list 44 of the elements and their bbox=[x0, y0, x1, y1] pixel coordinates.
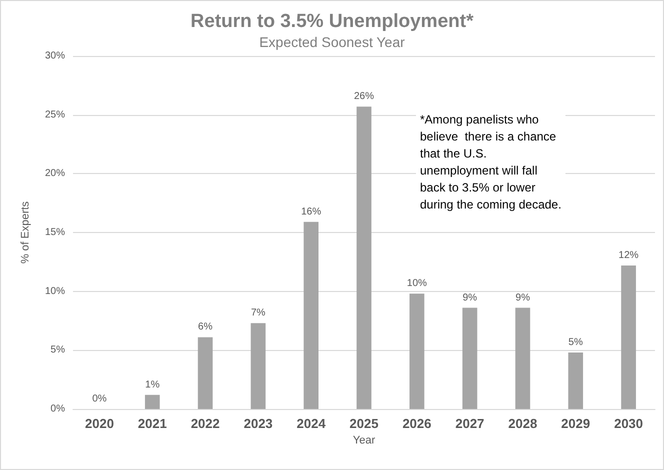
x-tick-label: 2028 bbox=[508, 416, 538, 431]
data-label: 9% bbox=[462, 292, 478, 304]
y-tick-label: 5% bbox=[50, 344, 66, 356]
data-label: 16% bbox=[301, 206, 322, 218]
y-tick-label: 15% bbox=[44, 227, 66, 238]
y-tick-label: 30% bbox=[44, 50, 66, 62]
bar bbox=[144, 394, 160, 409]
bar bbox=[515, 308, 530, 409]
data-label: 1% bbox=[145, 379, 160, 390]
x-tick-label: 2026 bbox=[402, 416, 432, 431]
bar bbox=[198, 337, 213, 409]
annotation: *Among panelists who believe there is a chance that the U.S. unemployment will fall back to 3.5% or lower during the coming decade. bbox=[420, 112, 562, 212]
y-tick-label: 0% bbox=[50, 404, 66, 414]
data-label: 0% bbox=[92, 394, 107, 404]
y-tick-label: 10% bbox=[44, 286, 66, 297]
y-tick-label: 25% bbox=[44, 109, 66, 120]
bar bbox=[462, 308, 478, 409]
x-tick-label: 2021 bbox=[138, 416, 167, 431]
x-tick-label: 2029 bbox=[561, 416, 590, 431]
x-tick-label: 2030 bbox=[614, 416, 644, 431]
bar bbox=[621, 265, 636, 409]
y-tick-label: 20% bbox=[44, 168, 66, 180]
bar bbox=[304, 222, 318, 409]
data-label: 12% bbox=[618, 250, 639, 261]
data-label: 6% bbox=[198, 322, 213, 333]
x-axis-title: Year bbox=[352, 434, 376, 446]
chart-subtitle: Expected Soonest Year bbox=[259, 34, 406, 50]
x-tick-label: 2024 bbox=[296, 416, 326, 431]
bar bbox=[568, 352, 584, 409]
data-label: 5% bbox=[568, 337, 583, 348]
data-label: 7% bbox=[250, 308, 266, 319]
data-label: 9% bbox=[516, 292, 530, 304]
y-axis-title: % of Experts bbox=[20, 200, 32, 264]
data-label: 26% bbox=[354, 91, 374, 102]
x-tick-label: 2025 bbox=[350, 416, 378, 431]
x-tick-label: 2022 bbox=[190, 416, 220, 431]
bar bbox=[250, 323, 266, 409]
chart-title: Return to 3.5% Unemployment* bbox=[190, 11, 474, 32]
bar bbox=[410, 294, 424, 409]
data-label: 10% bbox=[406, 278, 428, 290]
bar bbox=[356, 106, 372, 409]
x-tick-label: 2020 bbox=[84, 416, 114, 431]
x-tick-label: 2027 bbox=[455, 416, 484, 431]
x-tick-label: 2023 bbox=[244, 416, 273, 431]
